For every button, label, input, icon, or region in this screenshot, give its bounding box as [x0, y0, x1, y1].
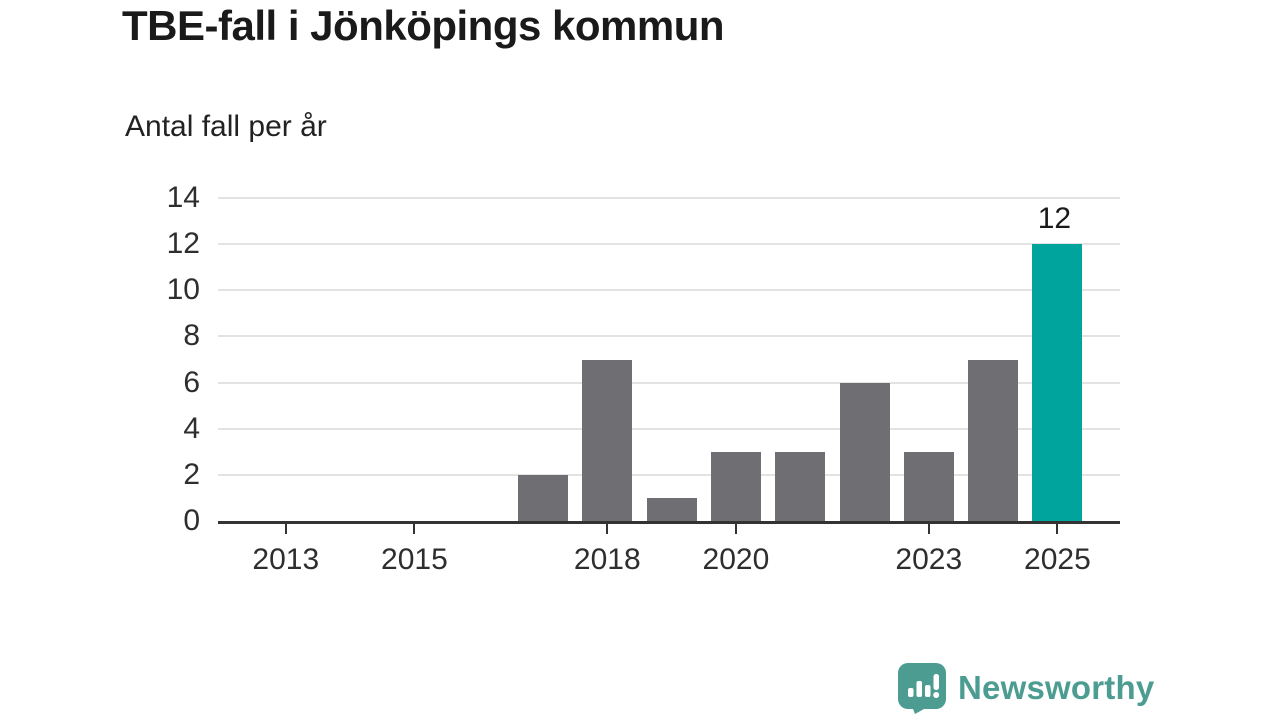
gridline-y-12 — [218, 243, 1120, 246]
chart-title: TBE-fall i Jönköpings kommun — [122, 2, 725, 49]
bar-2023 — [903, 451, 954, 521]
newsworthy-logo: Newsworthy — [897, 662, 1154, 714]
x-axis-tick-label-2015: 2015 — [381, 543, 448, 576]
gridline-y-2 — [218, 473, 1120, 476]
x-axis-tick-label-2020: 2020 — [702, 543, 770, 576]
chart-subtitle: Antal fall per år — [125, 110, 327, 143]
bar-2018 — [582, 359, 633, 521]
x-axis-tick-mark-2013 — [284, 524, 287, 534]
bar-2017 — [518, 474, 568, 521]
y-axis-tick-label: 0 — [183, 504, 200, 537]
gridline-y-8 — [218, 335, 1120, 338]
bar-2021 — [775, 451, 826, 521]
x-axis-tick-label-2025: 2025 — [1024, 543, 1091, 576]
bar-2020 — [710, 451, 761, 521]
x-axis-tick-label-2018: 2018 — [573, 543, 641, 576]
y-axis-tick-label: 8 — [183, 319, 200, 353]
newsworthy-speech-bubble-chart-icon — [898, 663, 946, 714]
gridline-y-6 — [218, 381, 1120, 384]
x-axis-tick-mark-2025 — [1056, 524, 1059, 534]
x-axis-tick-mark-2020 — [734, 524, 737, 534]
bar-2019 — [646, 497, 697, 521]
x-axis-tick-mark-2018 — [606, 524, 609, 534]
bar-2022 — [839, 382, 890, 521]
gridline-y-14 — [218, 197, 1120, 199]
y-axis-tick-label: 14 — [166, 181, 200, 214]
gridline-y-10 — [218, 289, 1120, 292]
x-axis-tick-label-2023: 2023 — [895, 543, 963, 576]
y-axis-tick-label: 4 — [183, 411, 200, 445]
plot-area — [218, 197, 1120, 521]
bar-value-label-2025: 12 — [1037, 202, 1072, 236]
newsworthy-logo-text: Newsworthy — [958, 669, 1155, 706]
bar-2024 — [968, 359, 1019, 521]
x-axis-tick-label-2013: 2013 — [252, 543, 320, 576]
x-axis-line — [218, 521, 1120, 524]
x-axis-tick-mark-2015 — [413, 524, 416, 534]
gridline-y-4 — [218, 427, 1120, 430]
x-axis-tick-mark-2023 — [927, 524, 930, 534]
bar-2025 — [1032, 244, 1083, 521]
y-axis-tick-label: 2 — [183, 457, 200, 491]
y-axis-tick-label: 10 — [166, 273, 200, 307]
y-axis-tick-label: 12 — [166, 227, 200, 261]
y-axis-tick-label: 6 — [183, 365, 200, 399]
